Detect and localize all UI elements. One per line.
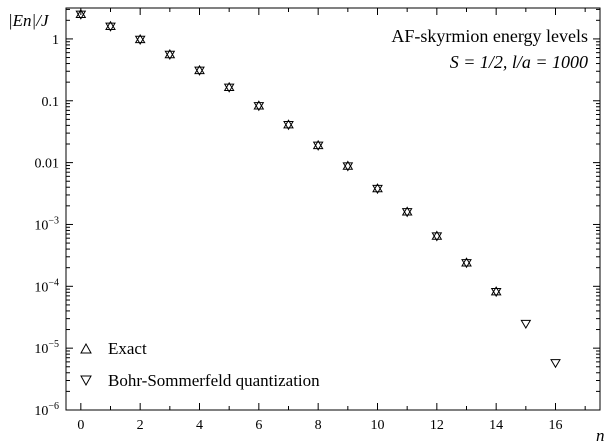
x-axis-label: n: [596, 426, 605, 444]
legend-marker-exact: [80, 342, 92, 354]
x-tick-label: 16: [549, 418, 563, 433]
x-tick-label: 2: [137, 418, 144, 433]
y-tick-label: 0.01: [35, 157, 60, 172]
legend-label-bohr-sommerfeld: Bohr-Sommerfeld quantization: [108, 371, 320, 390]
y-tick-label: 0.1: [42, 95, 60, 110]
x-tick-label: 14: [489, 418, 503, 433]
bohr-sommerfeld-point: [75, 10, 87, 20]
chart-title-line-2: S = 1/2, l/a = 1000: [450, 52, 588, 72]
y-tick-labels: 1 0.1 0.01 10−3 10−4 10−5 10−6: [34, 33, 59, 419]
axis-ticks: [66, 8, 600, 411]
bohr-sommerfeld-point: [401, 208, 413, 218]
exact-point: [490, 286, 502, 296]
y-tick-label: 10−4: [34, 277, 59, 295]
x-tick-label: 8: [315, 418, 322, 433]
bohr-sommerfeld-point: [431, 232, 443, 242]
y-tick-label: 10−3: [34, 215, 59, 233]
legend-label-exact: Exact: [108, 339, 147, 358]
y-tick-label: 10−5: [34, 339, 59, 357]
plot-frame: [65, 7, 601, 411]
y-axis-label: |En|/J: [8, 11, 50, 30]
exact-point: [283, 119, 294, 129]
x-tick-labels: 0 2 4 6 8 10 12 14 16: [77, 418, 562, 433]
exact-point: [105, 20, 116, 30]
exact-point: [401, 206, 413, 216]
exact-point: [194, 64, 205, 75]
exact-point: [164, 49, 176, 59]
chart-title-line-1: AF-skyrmion energy levels: [391, 26, 588, 46]
x-tick-label: 10: [371, 418, 385, 433]
data-points: [75, 8, 561, 369]
bohr-sommerfeld-point: [105, 22, 116, 32]
exact-point: [342, 160, 354, 170]
bohr-sommerfeld-point: [164, 50, 176, 60]
bohr-sommerfeld-point: [342, 162, 354, 172]
x-tick-label: 4: [196, 418, 203, 433]
exact-point: [312, 139, 324, 150]
bohr-sommerfeld-point: [312, 141, 324, 151]
exact-point: [75, 8, 87, 19]
exact-point: [253, 100, 265, 110]
exact-point: [431, 230, 443, 240]
exact-point: [223, 81, 235, 92]
exact-point: [461, 257, 472, 267]
x-tick-label: 0: [77, 418, 84, 433]
exact-point: [134, 33, 146, 44]
bohr-sommerfeld-point: [372, 184, 383, 195]
bohr-sommerfeld-point: [283, 121, 294, 131]
bohr-sommerfeld-point: [490, 287, 502, 298]
bohr-sommerfeld-point: [253, 102, 265, 112]
x-tick-label: 6: [255, 418, 262, 433]
exact-point: [372, 183, 383, 193]
x-tick-label: 12: [430, 418, 444, 433]
bohr-sommerfeld-point: [223, 83, 235, 93]
y-tick-label: 10−6: [34, 401, 59, 419]
bohr-sommerfeld-point: [134, 35, 146, 45]
legend: Exact Bohr-Sommerfeld quantization: [80, 339, 320, 390]
y-tick-label: 1: [52, 33, 59, 48]
bohr-sommerfeld-point: [194, 66, 205, 76]
bohr-sommerfeld-point: [550, 359, 561, 369]
bohr-sommerfeld-point: [461, 259, 472, 269]
legend-marker-bohr-sommerfeld: [80, 375, 92, 387]
bohr-sommerfeld-point: [520, 319, 532, 330]
